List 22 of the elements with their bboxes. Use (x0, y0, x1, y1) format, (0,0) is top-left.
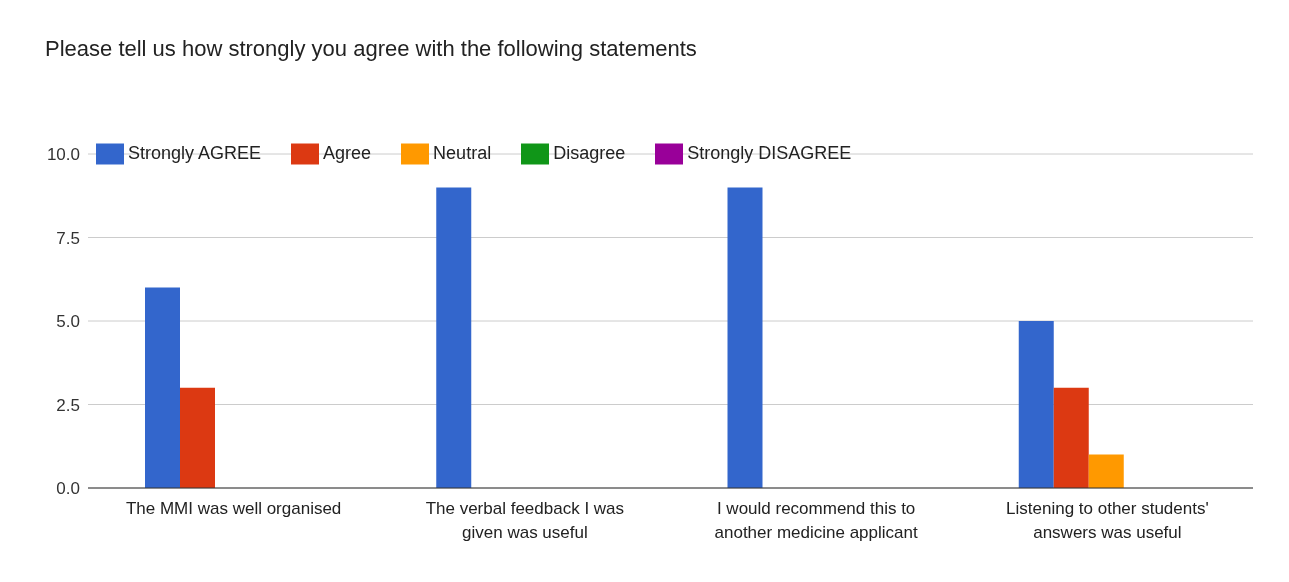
bar (1018, 321, 1054, 488)
legend-label: Strongly DISAGREE (687, 142, 852, 163)
bar (145, 287, 180, 488)
legend-label: Disagree (553, 142, 626, 163)
y-tick-label: 2.5 (56, 395, 80, 415)
y-tick-label: 5.0 (56, 312, 80, 332)
chart-title: Please tell us how strongly you agree with the following statements (45, 36, 697, 62)
bar (1088, 454, 1124, 488)
x-tick-label: The MMI was well organised (125, 499, 342, 518)
x-tick-label: Listening to other students' answers was useful (1006, 499, 1209, 542)
bar (180, 387, 215, 488)
legend-label: Neutral (433, 142, 492, 163)
bar (727, 187, 763, 488)
bar (436, 187, 472, 488)
y-tick-label: 0.0 (56, 479, 80, 499)
x-tick-label: I would recommend this to another medicine applicant (714, 499, 918, 542)
y-tick-label: 10.0 (46, 145, 80, 165)
legend-label: Agree (323, 142, 372, 163)
y-tick-label: 7.5 (56, 228, 80, 248)
legend-label: Strongly AGREE (128, 142, 262, 163)
bar (1053, 387, 1089, 488)
x-tick-label: The verbal feedback I was given was useful (425, 499, 625, 542)
